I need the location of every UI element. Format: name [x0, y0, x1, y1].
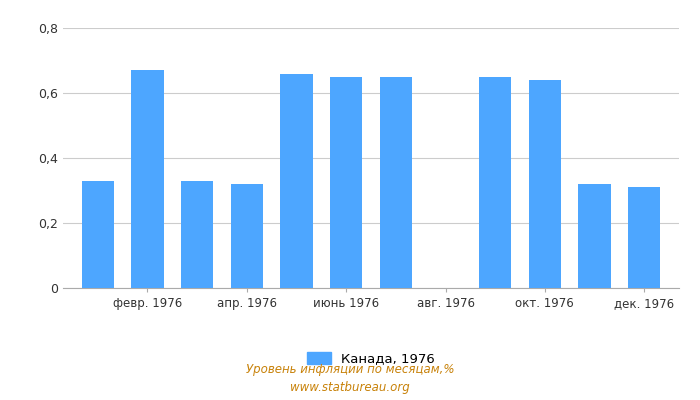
Legend: Канада, 1976: Канада, 1976: [307, 352, 435, 365]
Text: Уровень инфляции по месяцам,%: Уровень инфляции по месяцам,%: [246, 364, 454, 376]
Bar: [379, 77, 412, 288]
Text: www.statbureau.org: www.statbureau.org: [290, 382, 410, 394]
Bar: [231, 184, 263, 288]
Bar: [132, 70, 164, 288]
Bar: [528, 80, 561, 288]
Bar: [280, 74, 313, 288]
Bar: [181, 181, 214, 288]
Bar: [479, 77, 511, 288]
Bar: [82, 181, 114, 288]
Bar: [578, 184, 610, 288]
Bar: [628, 187, 660, 288]
Bar: [330, 77, 363, 288]
